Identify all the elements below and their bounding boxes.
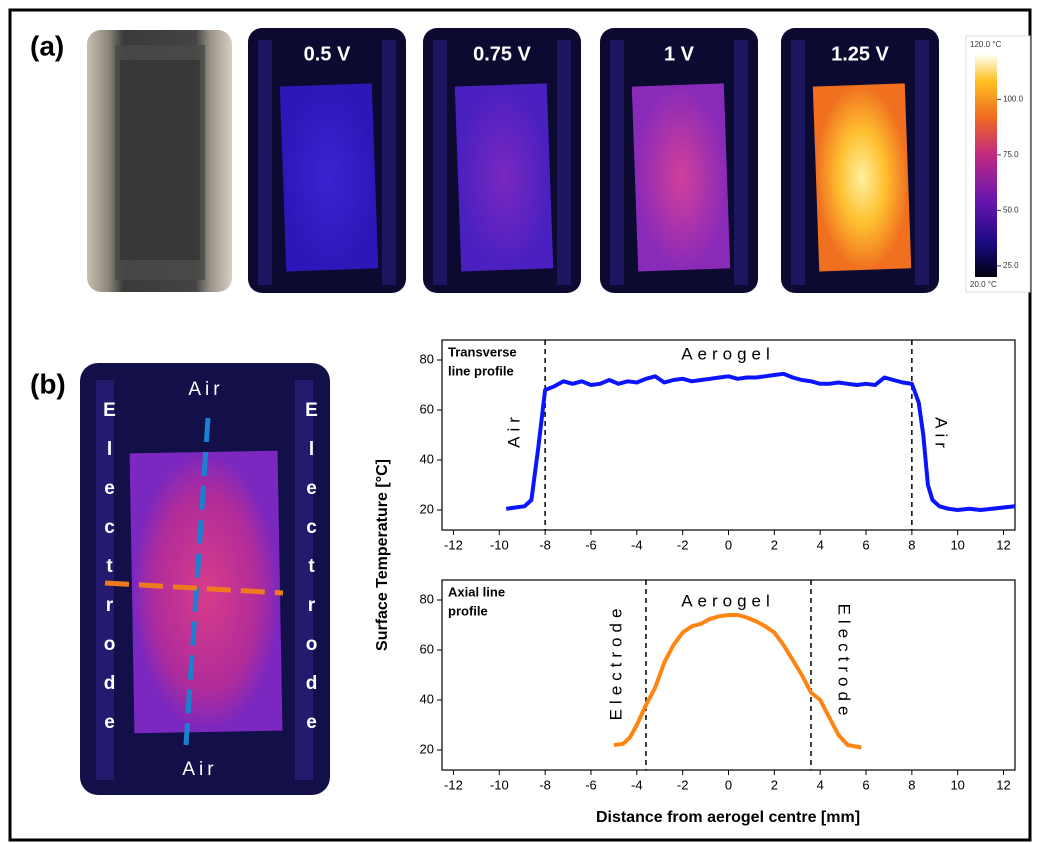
y-tick-label: 60: [420, 401, 434, 416]
chart-title: profile: [448, 603, 488, 618]
x-tick-label: -4: [631, 777, 643, 792]
electrode: [433, 40, 447, 285]
thermal-image: [781, 28, 939, 293]
x-tick-label: 2: [771, 777, 778, 792]
electrode: [557, 40, 571, 285]
colorbar-label: 50.0: [1003, 206, 1019, 215]
chart-title: line profile: [448, 363, 514, 378]
image-label: Air: [188, 379, 223, 400]
panel-label: (a): [30, 30, 64, 61]
sample: [632, 83, 730, 271]
x-tick-label: 2: [771, 537, 778, 552]
x-tick-label: 0: [725, 777, 732, 792]
electrode: [734, 40, 748, 285]
electrode: [610, 40, 624, 285]
colorbar-label: 20.0 °C: [970, 280, 997, 289]
sample: [455, 83, 553, 271]
image-label: Electrode: [98, 400, 120, 751]
x-tick-label: 10: [950, 537, 964, 552]
x-tick-label: -6: [585, 777, 597, 792]
x-tick-label: 10: [950, 777, 964, 792]
y-tick-label: 80: [420, 591, 434, 606]
x-tick-label: 12: [996, 537, 1010, 552]
page: (a) (b) Air Air 0.5 V 0.75 V 1 V 1.25 V 120.…: [0, 0, 1041, 843]
x-tick-label: 8: [908, 777, 915, 792]
colorbar-label: 120.0 °C: [970, 40, 1001, 49]
x-tick-label: 6: [862, 777, 869, 792]
y-tick-label: 40: [420, 451, 434, 466]
x-tick-label: -8: [539, 777, 551, 792]
electrode: [915, 40, 929, 285]
sample: [813, 83, 911, 271]
x-tick-label: 0: [725, 537, 732, 552]
x-tick-label: 8: [908, 537, 915, 552]
annotation: Aerogel: [681, 591, 775, 610]
thermal-image: [248, 28, 406, 293]
annotation: Electrode: [835, 604, 854, 721]
thermal-image: [600, 28, 758, 293]
panel-label: (b): [30, 368, 66, 399]
voltage-label: 1.25 V: [831, 43, 889, 65]
x-tick-label: 4: [817, 537, 824, 552]
sample: [280, 83, 378, 271]
x-tick-label: -4: [631, 537, 643, 552]
image-label: Air: [182, 759, 217, 780]
voltage-label: 0.75 V: [473, 43, 531, 65]
voltage-label: 1 V: [664, 43, 695, 65]
x-tick-label: 12: [996, 777, 1010, 792]
x-tick-label: -2: [677, 777, 689, 792]
electrode: [791, 40, 805, 285]
x-axis-label: Distance from aerogel centre [mm]: [596, 809, 860, 826]
photo: [87, 30, 232, 292]
annotation: Air: [932, 417, 951, 453]
electrode: [382, 40, 396, 285]
chart-title: Axial line: [448, 584, 505, 599]
annotation: Aerogel: [681, 344, 775, 363]
figure: (a) (b) Air Air 0.5 V 0.75 V 1 V 1.25 V 120.…: [0, 0, 1041, 843]
thermal-image: [423, 28, 581, 293]
annotation: Air: [504, 412, 523, 448]
colorbar-label: 100.0: [1003, 95, 1024, 104]
y-tick-label: 60: [420, 641, 434, 656]
colorbar: [975, 55, 997, 277]
y-axis-label: Surface Temperature [°C]: [374, 459, 391, 651]
chart-title: Transverse: [448, 344, 517, 359]
x-tick-label: -8: [539, 537, 551, 552]
y-tick-label: 40: [420, 691, 434, 706]
colorbar-label: 25.0: [1003, 261, 1019, 270]
x-tick-label: 4: [817, 777, 824, 792]
x-tick-label: -2: [677, 537, 689, 552]
data-line: [614, 615, 862, 748]
y-tick-label: 20: [420, 741, 434, 756]
x-tick-label: -10: [490, 777, 509, 792]
voltage-label: 0.5 V: [304, 43, 351, 65]
x-tick-label: -6: [585, 537, 597, 552]
image-label: Electrode: [300, 400, 322, 751]
x-tick-label: -12: [444, 537, 463, 552]
x-tick-label: 6: [862, 537, 869, 552]
x-tick-label: -12: [444, 777, 463, 792]
colorbar-label: 75.0: [1003, 150, 1019, 159]
y-tick-label: 20: [420, 501, 434, 516]
x-tick-label: -10: [490, 537, 509, 552]
y-tick-label: 80: [420, 351, 434, 366]
annotation: Electrode: [606, 604, 625, 721]
electrode: [258, 40, 272, 285]
